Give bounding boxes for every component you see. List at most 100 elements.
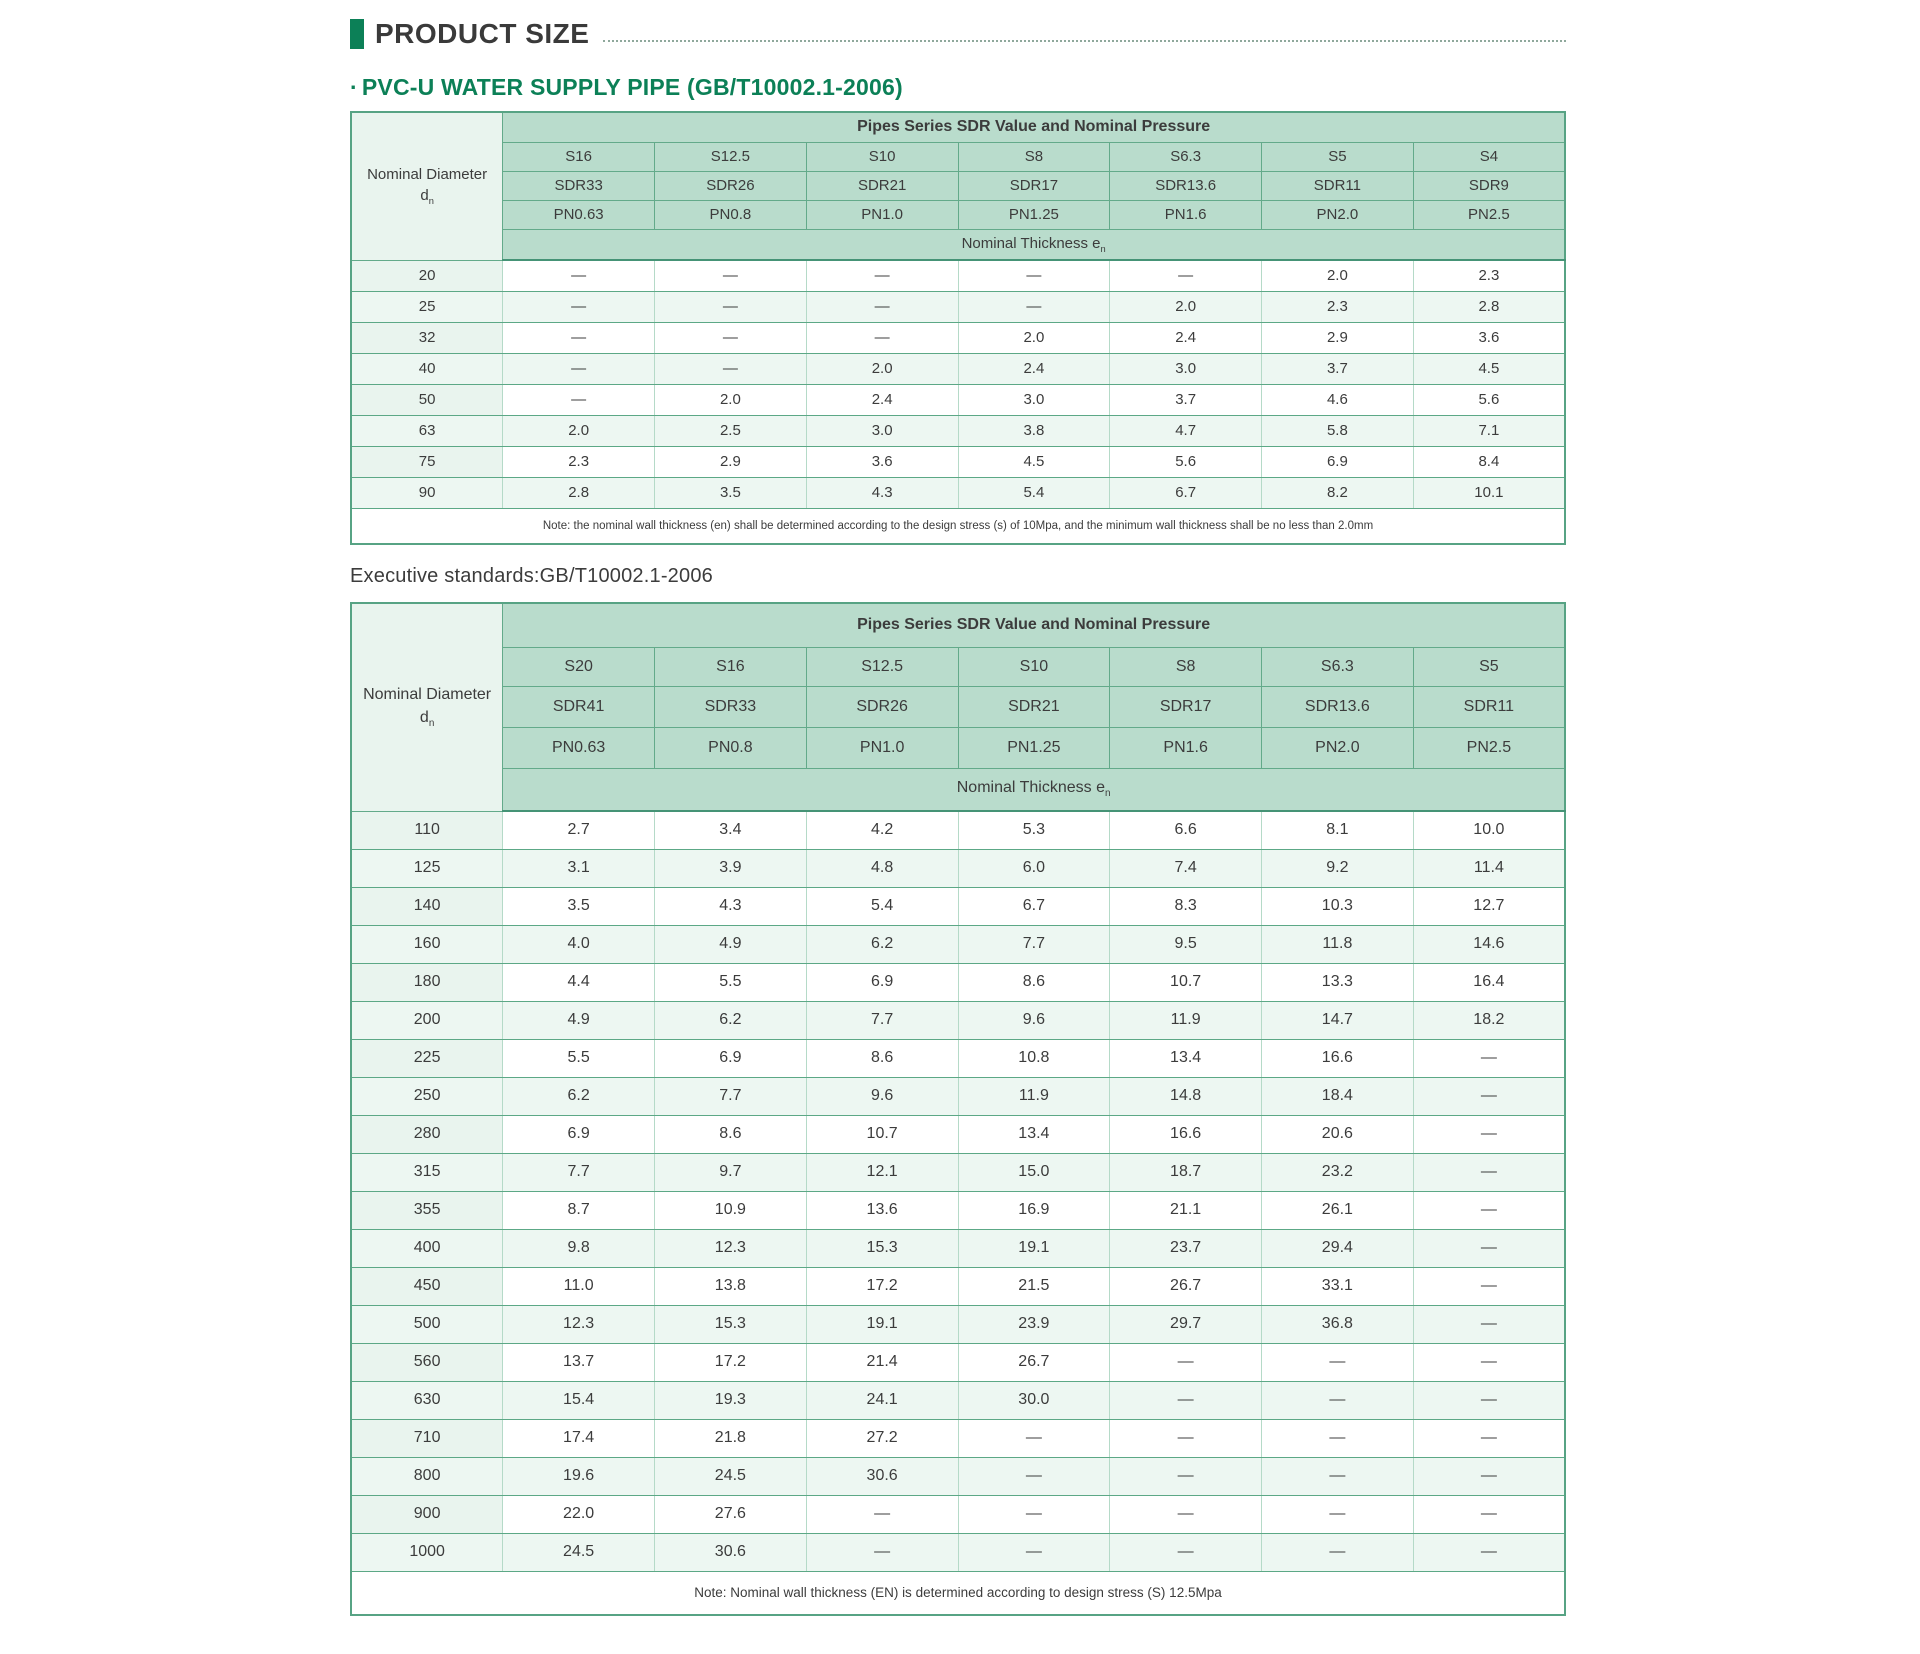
table2-note: Note: Nominal wall thickness (EN) is det… — [350, 1570, 1566, 1616]
thickness-cell: 5.4 — [805, 886, 959, 926]
table-row: 1000 24.5 30.6— — — — — — [350, 1532, 1566, 1572]
thickness-cell: — — [957, 1494, 1111, 1534]
pn-header-cell: PN2.0 — [1261, 199, 1414, 230]
pipe-size-table-small-diameters: Nominal Diameter dn Pipes Series SDR Val… — [350, 111, 1566, 545]
thickness-cell: — — [502, 290, 655, 323]
table-row: 32— — —2.0 2.4 2.9 3.6 — [350, 321, 1566, 354]
thickness-cell: 33.1 — [1261, 1266, 1414, 1306]
thickness-cell: 3.7 — [1261, 352, 1414, 385]
diameter-cell: 710 — [350, 1418, 504, 1458]
sdr-header-cell: SDR11 — [1412, 685, 1566, 728]
thickness-cell: — — [1412, 1456, 1566, 1496]
s-value-header-cell: S4 — [1412, 141, 1566, 172]
thickness-cell: — — [1412, 1342, 1566, 1382]
thickness-cell: 7.1 — [1412, 414, 1566, 447]
thickness-cell: 8.1 — [1261, 810, 1414, 850]
pn-header-cell: PN1.6 — [1109, 199, 1262, 230]
nominal-thickness-header: Nominal Thickness en — [502, 767, 1566, 812]
thickness-cell: 24.5 — [502, 1532, 655, 1572]
thickness-cell: — — [1412, 1152, 1566, 1192]
thickness-cell: 3.5 — [654, 476, 807, 509]
thickness-cell: 21.5 — [957, 1266, 1111, 1306]
thickness-cell: 24.1 — [805, 1380, 959, 1420]
thickness-cell: 3.0 — [805, 414, 959, 447]
thickness-cell: 5.6 — [1109, 445, 1262, 478]
thickness-cell: 5.5 — [502, 1038, 655, 1078]
thickness-cell: — — [654, 259, 807, 292]
table-row: 75 2.3 2.9 3.6 4.5 5.6 6.9 8.4 — [350, 445, 1566, 478]
thickness-cell: 30.6 — [654, 1532, 807, 1572]
table-row: 710 17.4 21.8 27.2— — — — — [350, 1418, 1566, 1458]
thickness-cell: 9.7 — [654, 1152, 807, 1192]
thickness-cell: 4.3 — [805, 476, 959, 509]
nominal-thickness-header: Nominal Thickness en — [502, 228, 1566, 261]
thickness-cell: — — [502, 259, 655, 292]
thickness-cell: 4.5 — [957, 445, 1111, 478]
thickness-cell: 12.7 — [1412, 886, 1566, 926]
thickness-cell: — — [502, 352, 655, 385]
thickness-cell: 27.6 — [654, 1494, 807, 1534]
diameter-cell: 20 — [350, 259, 504, 292]
thickness-cell: 16.4 — [1412, 962, 1566, 1002]
diameter-cell: 560 — [350, 1342, 504, 1382]
s-value-header-cell: S16 — [654, 646, 807, 687]
pn-header-cell: PN1.0 — [805, 199, 959, 230]
table-row: 200 4.9 6.2 7.7 9.6 11.9 14.7 18.2 — [350, 1000, 1566, 1040]
thickness-cell: 10.1 — [1412, 476, 1566, 509]
thickness-cell: 26.1 — [1261, 1190, 1414, 1230]
diameter-cell: 500 — [350, 1304, 504, 1344]
thickness-cell: 22.0 — [502, 1494, 655, 1534]
diameter-cell: 315 — [350, 1152, 504, 1192]
table-row: 50—2.0 2.4 3.0 3.7 4.6 5.6 — [350, 383, 1566, 416]
diameter-cell: 25 — [350, 290, 504, 323]
pipe-size-table-large-diameters: Nominal Diameter dn Pipes Series SDR Val… — [350, 602, 1566, 1616]
thickness-cell: — — [957, 259, 1111, 292]
thickness-cell: — — [1412, 1228, 1566, 1268]
s-value-header-cell: S10 — [957, 646, 1111, 687]
thickness-cell: — — [654, 321, 807, 354]
table-row: 40— —2.0 2.4 3.0 3.7 4.5 — [350, 352, 1566, 385]
thickness-cell: 8.6 — [957, 962, 1111, 1002]
thickness-cell: 4.3 — [654, 886, 807, 926]
thickness-cell: 4.6 — [1261, 383, 1414, 416]
thickness-cell: 2.4 — [957, 352, 1111, 385]
thickness-cell: 15.4 — [502, 1380, 655, 1420]
s-value-header-cell: S10 — [805, 141, 959, 172]
table-row: 800 19.6 24.5 30.6— — — — — [350, 1456, 1566, 1496]
thickness-cell: 4.7 — [1109, 414, 1262, 447]
table-row: 90 2.8 3.5 4.3 5.4 6.7 8.2 10.1 — [350, 476, 1566, 509]
table1-header: Nominal Diameter dn Pipes Series SDR Val… — [350, 111, 1566, 261]
thickness-cell: 6.0 — [957, 848, 1111, 888]
thickness-cell: 11.9 — [957, 1076, 1111, 1116]
s-value-header-cell: S6.3 — [1261, 646, 1414, 687]
sdr-header-cell: SDR17 — [957, 170, 1111, 201]
thickness-cell: 13.3 — [1261, 962, 1414, 1002]
span-header: Pipes Series SDR Value and Nominal Press… — [502, 111, 1566, 143]
thickness-cell: 10.0 — [1412, 810, 1566, 850]
thickness-cell: 13.4 — [1109, 1038, 1262, 1078]
thickness-cell: — — [805, 290, 959, 323]
subtitle-bullet: · — [350, 74, 358, 100]
thickness-cell: 2.5 — [654, 414, 807, 447]
nominal-diameter-symbol: dn — [420, 187, 434, 207]
table-row: 400 9.8 12.3 15.3 19.1 23.7 29.4— — [350, 1228, 1566, 1268]
thickness-cell: — — [805, 1494, 959, 1534]
thickness-cell: 9.6 — [805, 1076, 959, 1116]
diameter-cell: 180 — [350, 962, 504, 1002]
s-value-header-cell: S5 — [1412, 646, 1566, 687]
thickness-cell: 8.6 — [805, 1038, 959, 1078]
diameter-cell: 40 — [350, 352, 504, 385]
thickness-cell: 4.2 — [805, 810, 959, 850]
thickness-cell: 29.7 — [1109, 1304, 1262, 1344]
nominal-diameter-symbol: dn — [419, 709, 435, 730]
thickness-cell: 8.7 — [502, 1190, 655, 1230]
thickness-cell: 4.9 — [502, 1000, 655, 1040]
sdr-header-cell: SDR26 — [805, 685, 959, 728]
thickness-cell: 8.6 — [654, 1114, 807, 1154]
thickness-cell: — — [1109, 1532, 1262, 1572]
thickness-cell: 19.1 — [805, 1304, 959, 1344]
thickness-cell: — — [805, 321, 959, 354]
thickness-cell: — — [1109, 1418, 1262, 1458]
thickness-cell: 2.0 — [1261, 259, 1414, 292]
table-row: 225 5.5 6.9 8.6 10.8 13.4 16.6— — [350, 1038, 1566, 1078]
